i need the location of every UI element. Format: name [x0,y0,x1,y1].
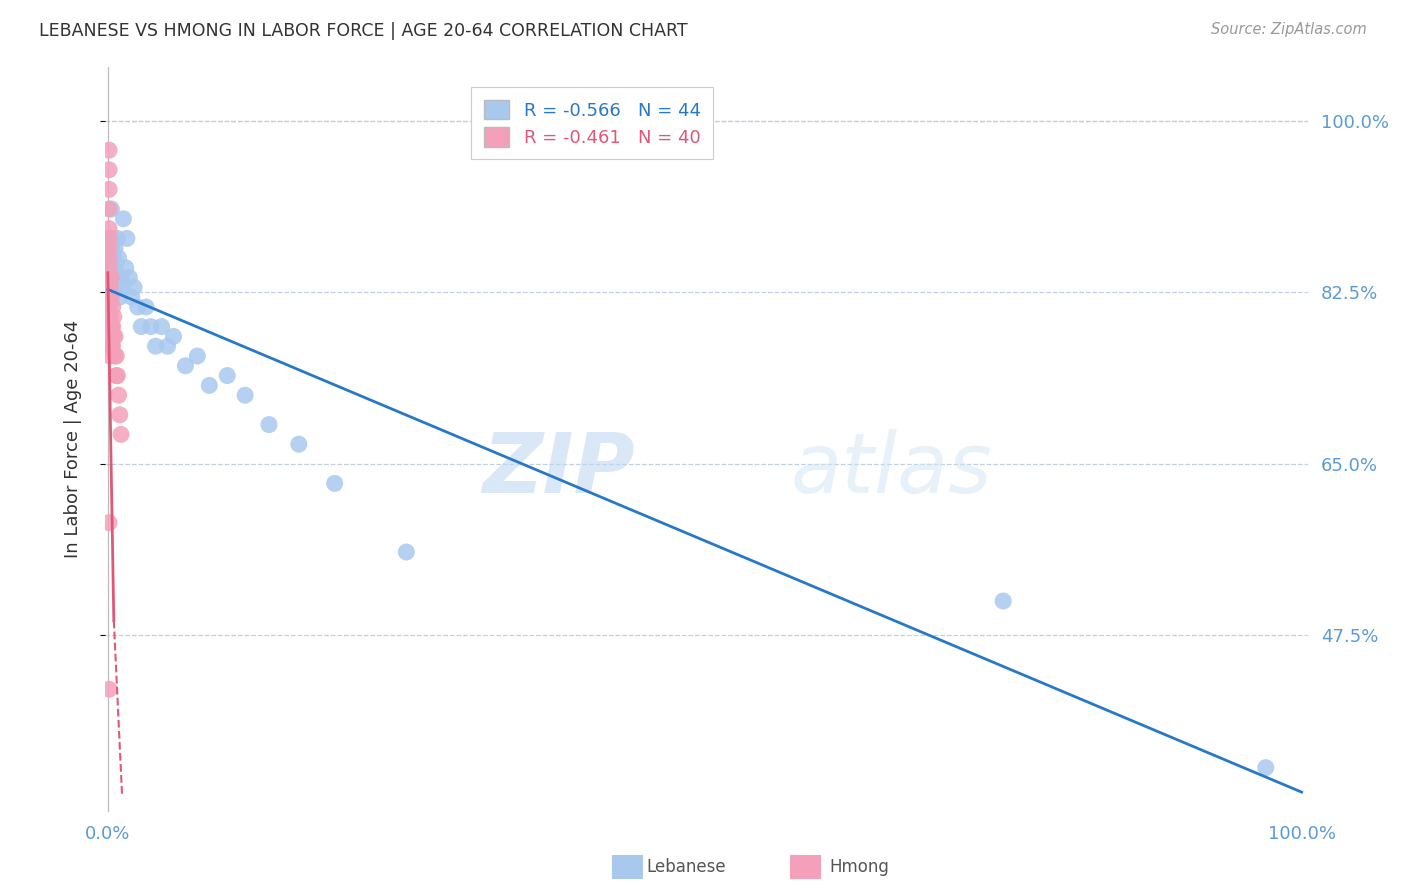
Point [101,339,124,353]
Point [98,241,121,255]
Point [98,682,121,697]
Point [103,329,125,343]
Point [98,516,121,530]
Point [100,202,122,216]
Point [145,339,167,353]
Text: Lebanese: Lebanese [647,858,727,876]
Point [100,270,122,285]
Point [108,270,131,285]
Point [108,290,131,304]
Point [101,260,124,275]
Point [323,476,346,491]
Point [118,270,141,285]
Point [104,241,127,255]
Point [122,280,145,294]
Point [150,319,173,334]
Point [257,417,280,432]
Point [135,300,157,314]
Point [104,260,127,275]
Text: Source: ZipAtlas.com: Source: ZipAtlas.com [1211,22,1367,37]
Point [105,368,128,383]
Point [103,251,125,265]
Point [127,300,149,314]
Point [98,319,121,334]
Point [100,241,122,255]
Point [98,280,121,294]
Point [100,319,122,334]
Point [98,329,121,343]
Point [100,339,122,353]
Point [98,202,121,216]
Point [98,260,121,275]
Point [98,251,121,265]
Point [98,349,121,363]
Point [162,329,184,343]
Text: Hmong: Hmong [830,858,890,876]
Point [105,280,128,294]
Point [100,290,122,304]
Point [105,349,128,363]
Point [103,310,125,324]
Point [115,231,138,245]
Point [107,388,129,402]
Point [98,270,121,285]
Point [98,270,121,285]
Point [101,231,124,245]
Point [129,319,152,334]
Point [98,221,121,235]
Point [112,211,135,226]
Point [101,319,124,334]
Point [98,300,121,314]
Text: atlas: atlas [790,428,993,509]
Point [98,162,121,177]
Point [217,368,239,383]
Point [233,388,256,402]
Point [104,349,127,363]
Text: LEBANESE VS HMONG IN LABOR FORCE | AGE 20-64 CORRELATION CHART: LEBANESE VS HMONG IN LABOR FORCE | AGE 2… [39,22,688,40]
Point [98,280,121,294]
Point [98,143,121,157]
Point [98,310,121,324]
Text: ZIP: ZIP [482,428,634,509]
Point [395,545,418,559]
Point [121,290,143,304]
Point [108,408,131,422]
Point [1254,761,1277,775]
Point [98,270,121,285]
Point [114,260,136,275]
Point [98,290,121,304]
Point [110,270,132,285]
Point [288,437,311,451]
Point [98,310,121,324]
Point [174,359,197,373]
Point [98,231,121,245]
Point [107,251,129,265]
Point [98,182,121,196]
Point [139,319,162,334]
Point [103,270,125,285]
Point [198,378,221,392]
Point [110,427,132,442]
Point [98,251,121,265]
Point [156,339,179,353]
Point [105,231,128,245]
Legend: R = -0.566   N = 44, R = -0.461   N = 40: R = -0.566 N = 44, R = -0.461 N = 40 [471,87,713,160]
Point [98,231,121,245]
Point [101,300,124,314]
Point [186,349,208,363]
Point [98,290,121,304]
Point [111,280,134,294]
Y-axis label: In Labor Force | Age 20-64: In Labor Force | Age 20-64 [63,320,82,558]
Point [104,329,127,343]
Point [105,368,128,383]
Point [991,594,1014,608]
Point [105,270,128,285]
